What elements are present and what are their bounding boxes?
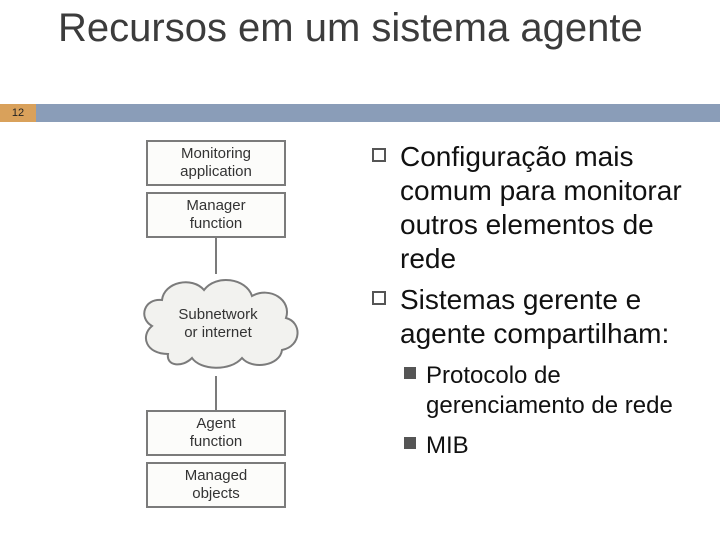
square-outline-icon [372, 148, 386, 162]
box-label: Monitoringapplication [180, 145, 252, 181]
bullet-text: Configuração mais comum para monitorar o… [400, 140, 712, 277]
box-label: Managerfunction [186, 197, 245, 233]
box-label: Agentfunction [190, 415, 243, 451]
slide: Recursos em um sistema agente 12 Monitor… [0, 0, 720, 540]
square-filled-icon [404, 437, 416, 449]
bullet-text: MIB [426, 431, 469, 461]
agent-system-diagram: Monitoringapplication Managerfunction Ag… [116, 140, 326, 530]
cloud-label: Subnetworkor internet [130, 306, 306, 342]
content-area: Monitoringapplication Managerfunction Ag… [0, 140, 720, 540]
bullet-level1: Sistemas gerente e agente compartilham: [372, 283, 712, 351]
title-wrap: Recursos em um sistema agente [58, 6, 643, 50]
bullet-level1: Configuração mais comum para monitorar o… [372, 140, 712, 277]
box-monitoring-application: Monitoringapplication [146, 140, 286, 186]
slide-title: Recursos em um sistema agente [58, 6, 643, 50]
box-agent-function: Agentfunction [146, 410, 286, 456]
page-number-badge: 12 [0, 104, 36, 122]
title-separator-band [0, 104, 720, 122]
box-label: Managedobjects [185, 467, 248, 503]
cloud-subnetwork: Subnetworkor internet [130, 268, 306, 380]
bullet-level2: MIB [404, 431, 712, 461]
bullet-list: Configuração mais comum para monitorar o… [372, 140, 712, 463]
box-manager-function: Managerfunction [146, 192, 286, 238]
box-managed-objects: Managedobjects [146, 462, 286, 508]
connector-bottom [215, 376, 217, 410]
square-filled-icon [404, 367, 416, 379]
bullet-text: Protocolo de gerenciamento de rede [426, 361, 712, 421]
square-outline-icon [372, 291, 386, 305]
bullet-text: Sistemas gerente e agente compartilham: [400, 283, 712, 351]
bullet-level2: Protocolo de gerenciamento de rede [404, 361, 712, 421]
